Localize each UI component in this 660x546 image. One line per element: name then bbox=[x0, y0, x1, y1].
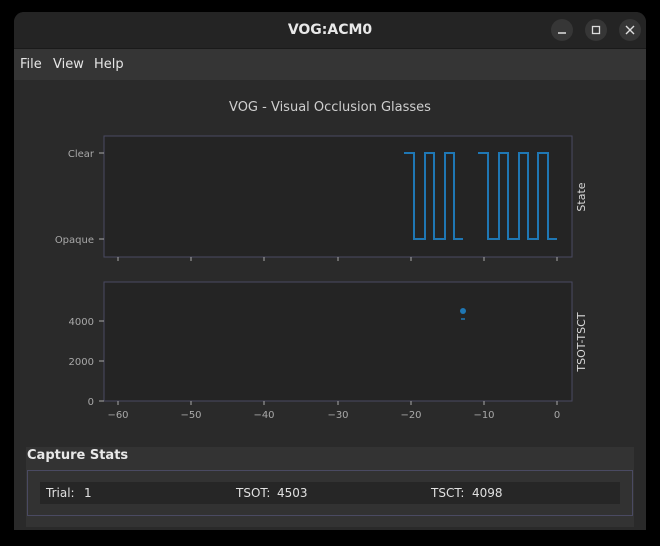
minimize-icon bbox=[558, 32, 566, 34]
menu-file[interactable]: File bbox=[20, 57, 42, 72]
maximize-icon bbox=[591, 25, 601, 35]
xtick-neg50: −50 bbox=[180, 410, 201, 421]
ytick-opaque: Opaque bbox=[55, 235, 94, 246]
minimize-button[interactable] bbox=[551, 19, 573, 41]
ytick-clear: Clear bbox=[68, 149, 95, 160]
stats-row: Trial: 1 TSOT: 4503 TSCT: 4098 bbox=[40, 482, 620, 504]
tsot-plot[interactable]: 4000 2000 0 −60 −50 −40 −30 −20 −10 bbox=[69, 281, 588, 421]
plot-title: VOG - Visual Occlusion Glasses bbox=[229, 100, 431, 115]
state-ylabel: State bbox=[575, 182, 588, 211]
main-content: VOG - Visual Occlusion Glasses Clear Opa… bbox=[14, 80, 646, 530]
xtick-neg60: −60 bbox=[107, 410, 128, 421]
tsot-ylabel: TSOT-TSCT bbox=[575, 312, 588, 372]
xtick-neg10: −10 bbox=[473, 410, 494, 421]
xtick-0: 0 bbox=[554, 410, 560, 421]
capture-stats-panel: Capture Stats Trial: 1 TSOT: 4503 TSCT: … bbox=[26, 447, 634, 527]
trial-label: Trial: bbox=[46, 486, 75, 500]
ytick-0: 0 bbox=[88, 397, 94, 408]
state-waveform-2 bbox=[478, 152, 557, 240]
trial-value: 1 bbox=[84, 486, 92, 500]
maximize-button[interactable] bbox=[585, 19, 607, 41]
xtick-neg20: −20 bbox=[400, 410, 421, 421]
window-title: VOG:ACM0 bbox=[287, 22, 373, 38]
menu-help[interactable]: Help bbox=[94, 57, 124, 72]
state-plot[interactable]: Clear Opaque State bbox=[55, 135, 588, 261]
state-waveform-1 bbox=[404, 152, 463, 240]
ytick-2000: 2000 bbox=[69, 357, 94, 368]
ytick-4000: 4000 bbox=[69, 317, 94, 328]
xtick-neg30: −30 bbox=[327, 410, 348, 421]
menu-view[interactable]: View bbox=[53, 57, 84, 72]
close-button[interactable] bbox=[619, 19, 641, 41]
tsot-value: 4503 bbox=[277, 486, 308, 500]
capture-stats-box: Trial: 1 TSOT: 4503 TSCT: 4098 bbox=[27, 470, 633, 516]
tsot-label: TSOT: bbox=[236, 486, 271, 500]
close-icon bbox=[625, 25, 635, 35]
capture-stats-title: Capture Stats bbox=[27, 448, 129, 463]
app-window: VOG:ACM0 File View Help VOG - Visual Occ… bbox=[14, 12, 646, 530]
menu-bar: File View Help bbox=[14, 49, 646, 80]
tsot-point bbox=[460, 308, 466, 314]
tsct-label: TSCT: bbox=[431, 486, 465, 500]
plots-canvas: Clear Opaque State bbox=[55, 135, 588, 421]
xtick-neg40: −40 bbox=[253, 410, 274, 421]
tsct-value: 4098 bbox=[472, 486, 503, 500]
title-bar[interactable]: VOG:ACM0 bbox=[14, 12, 646, 49]
